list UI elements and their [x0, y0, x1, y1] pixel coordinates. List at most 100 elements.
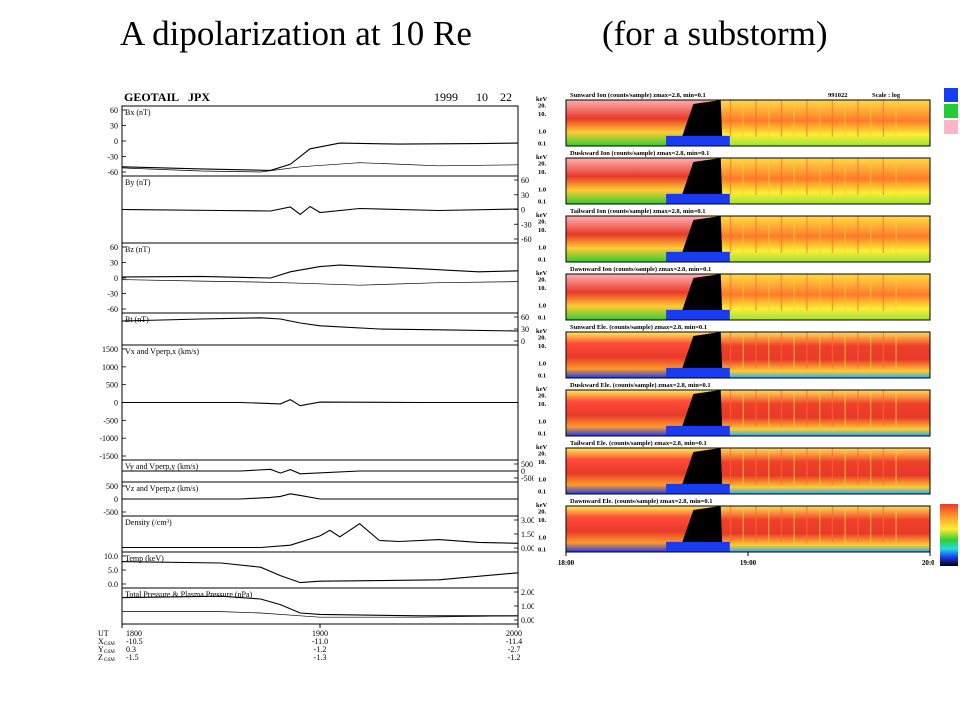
spectrogram-low-energy-band	[666, 541, 730, 552]
mag-panel-6: Vz and Vperp,z (km/s) 500 0 -500	[103, 481, 519, 517]
mag-tick-left: -60	[107, 305, 118, 314]
spectrogram-striation	[755, 390, 757, 427]
mag-tick-right: 0.00	[521, 616, 534, 625]
spectrogram-striation	[869, 216, 872, 253]
mag-tick-left: -30	[107, 153, 118, 162]
spectrogram-title: Tailward Ele. (counts/sample) zmax=2.8, …	[570, 440, 707, 447]
spectrogram-striation	[831, 274, 834, 311]
header-day: 22	[500, 90, 512, 104]
spectrogram-striation	[869, 332, 872, 369]
ephemeris-value: 2000	[506, 629, 522, 638]
spectrogram-striation	[742, 390, 744, 427]
spectrogram-striation	[806, 158, 808, 195]
spectrogram-y-tick: 20.	[538, 103, 547, 110]
spectrogram-y-tick: 0.1	[538, 488, 546, 495]
spectrogram-striation	[844, 100, 846, 137]
spectrogram-striation	[755, 332, 757, 369]
spectrogram-striation	[793, 216, 795, 253]
mag-panel-frame	[121, 551, 519, 589]
spectrogram-post-band	[707, 448, 930, 494]
ephemeris-label-x: X	[98, 637, 104, 646]
spectrogram-striation	[780, 274, 783, 311]
mag-panel-label: Vz and Vperp,z (km/s)	[125, 484, 199, 493]
mag-series-line	[122, 523, 519, 549]
spectrogram-title: Sunward Ion (counts/sample) zmax=2.8, mi…	[570, 92, 706, 99]
spectrogram-striation	[729, 506, 732, 543]
header-instrument: JPX	[188, 90, 210, 104]
mag-panel-label: Temp (keV)	[125, 554, 164, 563]
mag-tick-right: -60	[521, 235, 532, 244]
mag-tick-left: 1000	[102, 363, 118, 372]
spectrogram-y-tick: 1.0	[538, 244, 546, 251]
spectrogram-striation	[882, 158, 885, 195]
mag-panel-frame	[121, 312, 519, 346]
mag-panel-frame	[121, 175, 519, 244]
mag-panel-label: Bx (nT)	[125, 108, 151, 117]
spectrogram-y-tick: 10.	[538, 169, 547, 176]
spectrogram-striation	[857, 216, 859, 253]
spectrogram-dark-column	[678, 158, 723, 204]
spectrogram-striation	[857, 332, 859, 369]
spectrogram-panel-3: Dawnward Ion (counts/sample) zmax=2.8, m…	[536, 266, 931, 321]
spectrogram-y-tick: 1.0	[538, 302, 546, 309]
spectrogram-striation	[768, 274, 770, 311]
spectrogram-striation	[793, 332, 795, 369]
mag-tick-left: 0.0	[108, 580, 118, 589]
spectrogram-y-tick: 20.	[538, 161, 547, 168]
spectrogram-frame	[565, 447, 931, 495]
spectrogram-title: Tailward Ion (counts/sample) zmax=2.8, m…	[570, 208, 706, 215]
spectrogram-unit: keV	[536, 328, 548, 335]
mag-tick-right: 30	[521, 325, 529, 334]
mag-tick-left: -500	[103, 508, 118, 517]
spectrogram-panel-0: Sunward Ion (counts/sample) zmax=2.8, mi…	[536, 92, 931, 147]
mag-panel-3: Bt (nT) 60 30 0	[121, 312, 529, 346]
spectrogram-panel-5: Duskward Ele. (counts/sample) zmax=2.8, …	[536, 382, 931, 437]
spectrogram-striation	[755, 216, 757, 253]
spectrogram-striation	[806, 216, 808, 253]
spectrogram-y-tick: 0.1	[538, 256, 546, 263]
spectrogram-striation	[742, 448, 744, 485]
spectrogram-striation	[729, 390, 732, 427]
mag-series-line	[121, 264, 519, 279]
spectrogram-striation	[818, 274, 821, 311]
spectrogram-striation	[818, 332, 821, 369]
spectrogram-striation	[882, 216, 885, 253]
spectrogram-striation	[818, 100, 821, 137]
spectrogram-low-energy-band	[666, 251, 730, 262]
spectrogram-striation	[793, 390, 795, 427]
mag-tick-left: -500	[103, 416, 118, 425]
spectrogram-striation	[818, 448, 821, 485]
header-month: 10	[476, 90, 488, 104]
spectrogram-dark-column	[678, 506, 723, 552]
spectrogram-striation	[882, 100, 885, 137]
mag-panel-label: Bz (nT)	[125, 245, 150, 254]
spectrogram-y-tick: 1.0	[538, 418, 546, 425]
spectrogram-striation	[895, 390, 897, 427]
spectrogram-y-tick: 10.	[538, 343, 547, 350]
mag-tick-right: 0	[521, 337, 525, 346]
spectrogram-title: Dawnward Ele. (counts/sample) zmax=2.8, …	[570, 498, 712, 505]
mag-tick-left: 500	[106, 482, 118, 491]
ephemeris-value: -10.5	[126, 637, 143, 646]
spectrogram-dark-column	[678, 448, 723, 494]
color-legend-swatches	[944, 88, 958, 136]
spectrogram-striation	[793, 274, 795, 311]
spectrogram-striation	[768, 390, 770, 427]
mag-tick-right: 1.50	[521, 530, 534, 539]
spectrogram-striation	[844, 158, 846, 195]
spectrogram-striation	[831, 448, 834, 485]
spectrogram-x-tick: 20:00	[922, 559, 934, 567]
ephemeris-value: -11.4	[506, 637, 522, 646]
header-year: 1999	[434, 90, 458, 104]
spectrogram-striation	[793, 100, 795, 137]
spectrogram-frame	[565, 157, 931, 205]
spectrogram-striation	[857, 448, 859, 485]
spectrogram-y-tick: 0.1	[538, 198, 546, 205]
spectrogram-y-tick: 0.1	[538, 140, 546, 147]
mag-panel-label: Total Pressure & Plasma Pressure (nPa)	[125, 590, 253, 599]
spectrogram-striation	[780, 158, 783, 195]
spectrogram-striation	[869, 274, 872, 311]
mag-tick-left: 30	[110, 122, 118, 131]
spectrogram-striation	[729, 332, 732, 369]
